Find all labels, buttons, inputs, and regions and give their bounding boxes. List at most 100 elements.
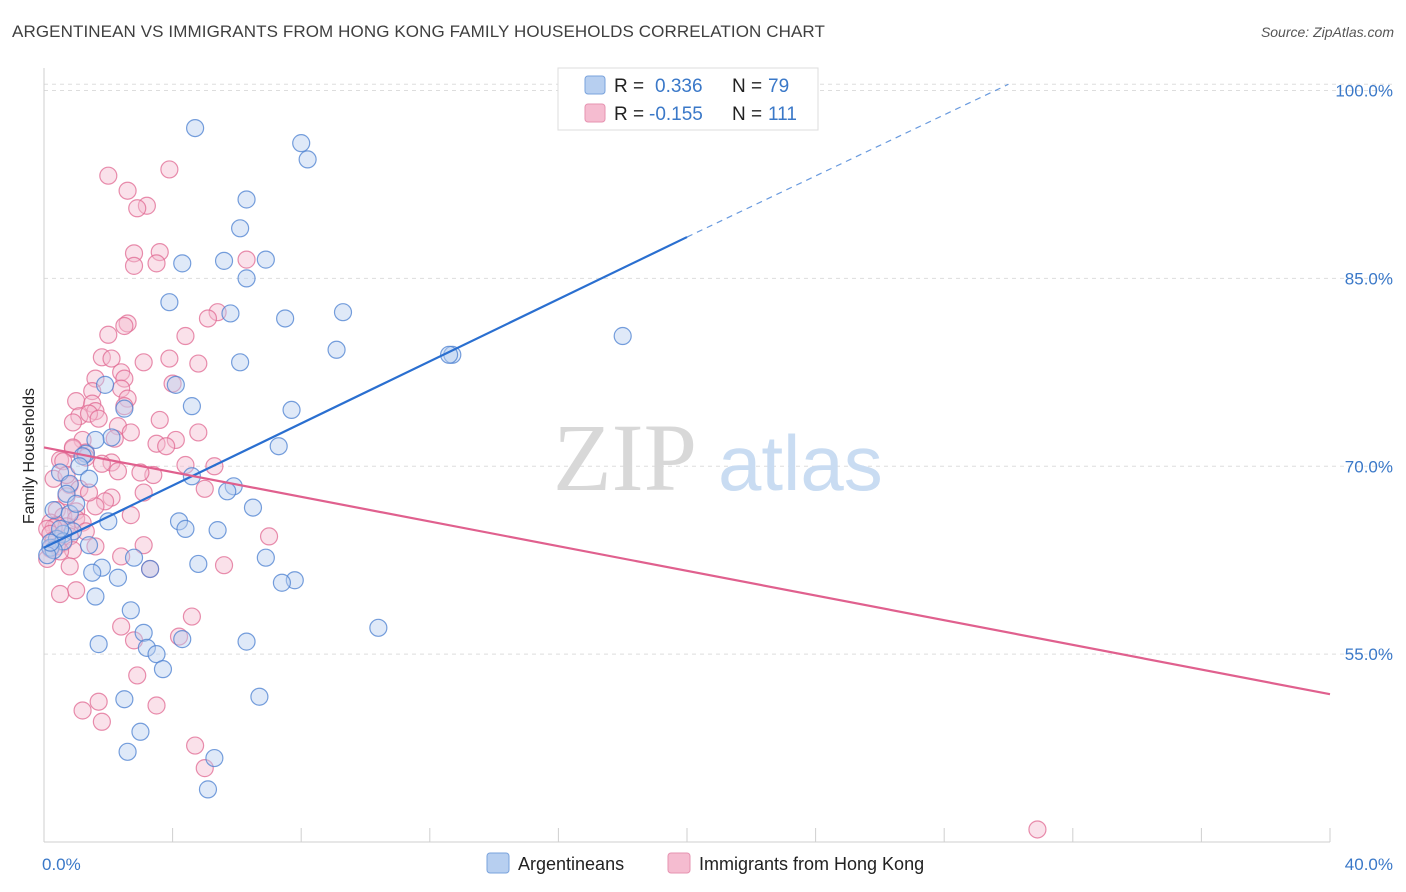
argentinean-point [208, 521, 227, 540]
argentinean-point [186, 118, 205, 138]
y-tick-label: 55.0% [1345, 645, 1393, 664]
hong-kong-point [150, 242, 169, 262]
source-label: Source: ZipAtlas.com [1260, 24, 1394, 40]
hong-kong-point [214, 556, 234, 575]
series-hong-kong-points [38, 160, 1047, 839]
legend-n-value-1: 79 [768, 76, 789, 97]
argentinean-point [173, 630, 192, 649]
trend-lines [43, 83, 1331, 696]
argentinean-point [613, 326, 632, 346]
argentinean-point [243, 498, 263, 517]
hong-kong-point [63, 413, 83, 432]
hong-kong-point [160, 160, 179, 179]
argentinean-point [147, 645, 166, 664]
legend-n-value-2: 111 [768, 104, 797, 125]
argentineans-trend-extension [686, 83, 1009, 238]
argentinean-point [198, 780, 218, 799]
hong-kong-point [60, 557, 79, 576]
hong-kong-point [198, 309, 218, 328]
hong-kong-point [128, 199, 147, 218]
hong-kong-point [131, 463, 150, 482]
argentinean-point [131, 722, 150, 741]
watermark: ZIP atlas [553, 404, 883, 511]
argentinean-point [231, 219, 250, 238]
hong-kong-point [73, 701, 92, 720]
hong-kong-point [150, 410, 169, 430]
hong-kong-point [92, 712, 111, 731]
argentinean-point [57, 484, 76, 503]
argentinean-point [83, 563, 102, 582]
argentinean-point [169, 512, 189, 531]
argentinean-point [333, 303, 353, 322]
y-axis-label: Family Households [21, 388, 38, 524]
hong-kong-point [115, 369, 134, 388]
argentinean-point [269, 437, 288, 456]
hong-kong-point [169, 627, 189, 646]
hong-kong-point [157, 437, 176, 456]
argentinean-point [298, 150, 317, 169]
argentinean-point [176, 519, 195, 538]
argentinean-point [115, 690, 134, 709]
argentinean-point [118, 742, 137, 761]
hong-kong-point [89, 692, 108, 711]
hong-kong-point [99, 325, 118, 344]
legend-r-label-1: R = [614, 76, 644, 97]
hong-kong-point [89, 409, 108, 428]
argentinean-point [102, 428, 121, 447]
hong-kong-point [166, 430, 185, 450]
argentinean-point [276, 309, 295, 328]
argentinean-point [44, 500, 63, 520]
stats-legend: R = 0.336 N = 79 R = -0.155 N = 111 [557, 67, 819, 131]
argentinean-point [214, 251, 234, 270]
hong-kong-point [128, 666, 147, 685]
series-legend-swatch-argentineans [486, 852, 510, 874]
hong-kong-point [108, 462, 128, 481]
argentinean-point [369, 618, 388, 637]
hong-kong-point [102, 349, 121, 368]
y-tick-label: 70.0% [1345, 457, 1393, 476]
legend-r-value-1: 0.336 [655, 76, 703, 97]
y-tick-label: 85.0% [1345, 269, 1393, 288]
argentinean-point [140, 559, 160, 579]
hong-kong-point [208, 303, 227, 322]
x-tick-label-min: 0.0% [42, 855, 81, 874]
argentinean-point [89, 635, 108, 654]
argentinean-point [272, 573, 292, 592]
hong-kong-point [237, 250, 256, 269]
legend-swatch-blue [584, 75, 606, 95]
hong-kong-point [195, 759, 214, 778]
argentinean-point [115, 399, 134, 418]
hong-kong-point [195, 479, 214, 498]
argentinean-point [121, 601, 140, 620]
hong-kong-point [121, 423, 140, 442]
hong-kong-point [67, 581, 86, 600]
hong-kong-point [186, 736, 205, 755]
argentinean-point [256, 250, 275, 269]
hong-kong-point [189, 354, 208, 373]
argentinean-point [221, 304, 240, 323]
hong-kong-point [147, 254, 166, 273]
argentinean-point [86, 587, 105, 606]
hong-kong-point [86, 537, 105, 556]
hong-kong-point [118, 314, 137, 333]
hong-kong-point [50, 584, 70, 604]
legend-swatch-pink [584, 103, 606, 123]
argentinean-point [237, 190, 256, 209]
argentinean-point [182, 397, 201, 416]
legend-n-label-1: N = [732, 76, 762, 97]
hong-kong-point [182, 607, 201, 626]
argentinean-point [70, 457, 89, 476]
argentinean-point [60, 504, 79, 523]
argentinean-point [92, 558, 111, 577]
legend-n-label-2: N = [732, 104, 762, 125]
argentinean-point [189, 554, 208, 574]
argentinean-point [79, 469, 99, 488]
hong-kong-point [115, 316, 134, 336]
legend-r-label-2: R = [614, 104, 644, 125]
hong-kong-point [67, 392, 86, 411]
hong-kong-point [1028, 820, 1047, 839]
argentinean-point [60, 474, 79, 493]
argentinean-point [160, 293, 179, 312]
argentinean-point [231, 353, 250, 372]
